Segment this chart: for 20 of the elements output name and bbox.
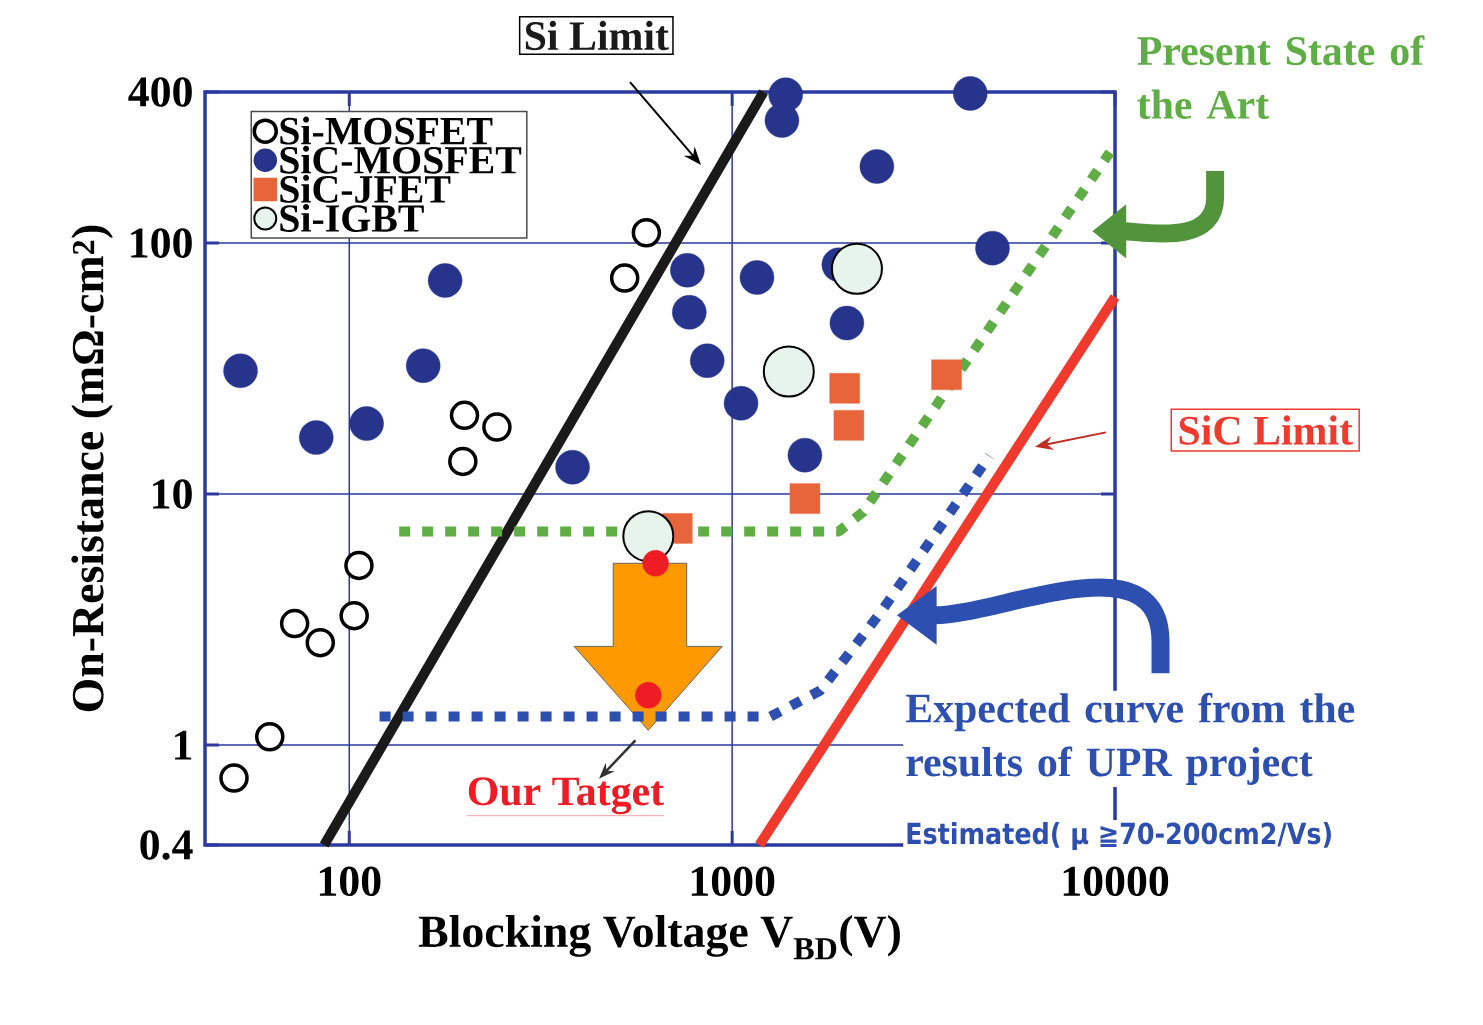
y-tick-label: 400	[128, 77, 192, 107]
y-tick-label: 1	[175, 730, 192, 760]
annotation: Estimated( μ ≧70-200cm2/Vs)	[907, 821, 1331, 850]
y-tick-label: 100	[131, 228, 192, 258]
y-tick-label: 0.4	[140, 830, 193, 860]
series-label: Present State of the Art	[1137, 35, 1425, 119]
text: SiC Limit	[1179, 415, 1353, 445]
x-tick-label: 100	[319, 866, 381, 897]
x-axis-title: Blocking Voltage V$_{BD}$(V)	[418, 914, 900, 960]
x-tick-label: 10000	[1063, 866, 1169, 897]
series-label: Expected curve from the results of UPR project	[905, 692, 1355, 785]
legend-label: SiC-MOSFET	[280, 145, 522, 174]
text: Si Limit	[525, 20, 669, 51]
series-label: Our Tatget	[468, 777, 664, 815]
legend-label: Si-IGBT	[280, 203, 424, 232]
legend-label: Si-MOSFET	[280, 116, 493, 145]
legend-label: SiC-JFET	[280, 174, 451, 203]
x-tick-label: 1000	[691, 866, 775, 897]
y-tick-label: 10	[153, 479, 192, 509]
y-axis-title: On-Resistance (mΩ-cm$^{2}$)	[71, 225, 113, 712]
